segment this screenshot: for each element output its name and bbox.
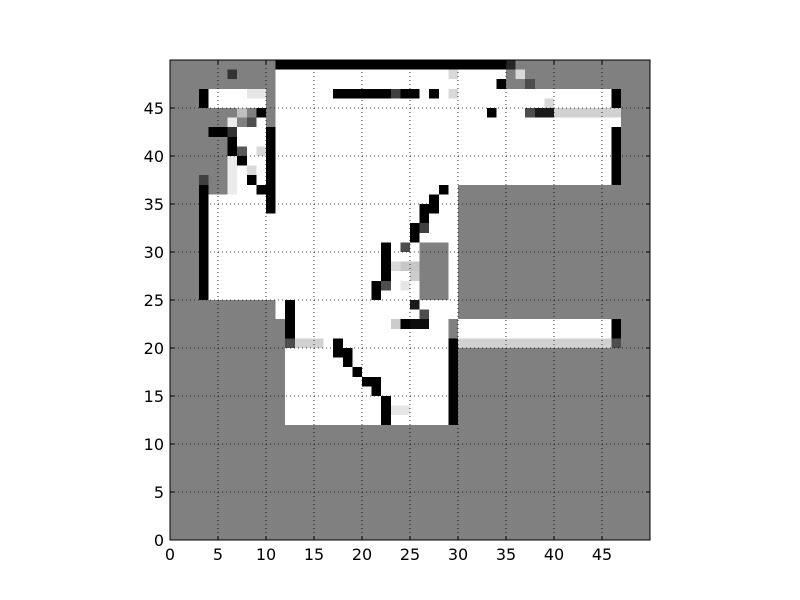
y-tick-label: 0 bbox=[154, 531, 164, 550]
heatmap-cell bbox=[227, 127, 238, 137]
heatmap-cell bbox=[429, 88, 439, 99]
heatmap-cell bbox=[198, 175, 209, 185]
heatmap-cell bbox=[342, 348, 353, 368]
x-tick-label: 35 bbox=[496, 545, 516, 564]
heatmap-cell bbox=[419, 309, 430, 320]
heatmap-cell bbox=[419, 223, 430, 233]
x-tick-label: 30 bbox=[448, 545, 468, 564]
heatmap-cell bbox=[381, 280, 391, 291]
x-tick-label: 5 bbox=[213, 545, 223, 564]
y-tick-label: 35 bbox=[144, 195, 164, 214]
y-tick-label: 15 bbox=[144, 387, 164, 406]
heatmap-cell bbox=[419, 242, 449, 300]
heatmap-cell bbox=[419, 204, 430, 224]
y-tick-label: 25 bbox=[144, 291, 164, 310]
heatmap-cell bbox=[534, 108, 554, 118]
heatmap-cell bbox=[266, 127, 276, 195]
heatmap-cell bbox=[333, 88, 391, 99]
heatmap-cell bbox=[448, 88, 458, 99]
heatmap-cell bbox=[410, 319, 430, 329]
heatmap-cell bbox=[410, 223, 420, 243]
heatmap-cell bbox=[410, 271, 420, 281]
y-tick-label: 40 bbox=[144, 147, 164, 166]
heatmap-cell bbox=[275, 300, 449, 320]
heatmap-cell bbox=[400, 319, 410, 329]
axis-ticks bbox=[169, 60, 650, 541]
heatmap-cell bbox=[208, 60, 276, 89]
heatmap-cell bbox=[458, 338, 612, 348]
y-tick-label: 20 bbox=[144, 339, 164, 358]
x-tick-label: 25 bbox=[400, 545, 420, 564]
heatmap-cell bbox=[246, 88, 266, 99]
x-tick-label: 45 bbox=[592, 545, 612, 564]
heatmap-cell bbox=[448, 338, 458, 425]
heatmap-cell bbox=[285, 338, 295, 348]
heatmap-cell bbox=[237, 146, 247, 156]
heatmap-cell bbox=[525, 108, 535, 118]
heatmap-cell bbox=[237, 156, 247, 166]
x-axis-tick-labels: 0 5 10 15 20 25 30 35 40 45 bbox=[165, 545, 612, 564]
heatmap-cell bbox=[198, 184, 209, 300]
heatmap-cell bbox=[410, 300, 420, 310]
heatmap-cell bbox=[227, 69, 238, 80]
heatmap-cell bbox=[448, 69, 458, 80]
heatmap-cell bbox=[246, 175, 257, 185]
y-tick-label: 30 bbox=[144, 243, 164, 262]
heatmap-cell bbox=[506, 60, 516, 70]
heatmap-cell bbox=[246, 117, 257, 128]
heatmap-cell bbox=[256, 146, 266, 156]
heatmap-cell bbox=[227, 136, 238, 156]
heatmap-cell bbox=[400, 280, 410, 291]
heatmap-cell bbox=[256, 108, 266, 118]
y-tick-label: 5 bbox=[154, 483, 164, 502]
x-tick-label: 20 bbox=[352, 545, 372, 564]
heatmap-cell bbox=[400, 88, 420, 99]
heatmap-cell bbox=[294, 338, 324, 348]
y-tick-label: 45 bbox=[144, 99, 164, 118]
y-axis-tick-labels: 0 5 10 15 20 25 30 35 40 45 bbox=[144, 99, 164, 550]
heatmap-cell bbox=[448, 194, 458, 320]
heatmap-cell bbox=[496, 79, 506, 89]
heatmap-cell bbox=[525, 79, 535, 89]
heatmap-cell bbox=[611, 319, 622, 339]
heatmap-cell bbox=[237, 108, 247, 118]
heatmap-cell bbox=[352, 367, 362, 377]
heatmap-cell bbox=[611, 127, 622, 185]
heatmap-cell bbox=[208, 194, 449, 300]
heatmap-cell bbox=[208, 175, 218, 185]
heatmap-cell bbox=[246, 165, 257, 176]
heatmap-cell bbox=[371, 280, 382, 300]
heatmap-cell bbox=[486, 108, 497, 118]
heatmap-cell bbox=[390, 405, 410, 416]
heatmap-cell bbox=[400, 261, 420, 272]
heatmap-cell bbox=[611, 88, 622, 108]
heatmap-cell bbox=[438, 184, 449, 195]
heatmap-cell bbox=[362, 376, 382, 387]
heatmap-cell bbox=[381, 396, 391, 425]
heatmap-cell bbox=[544, 98, 554, 108]
x-tick-label: 15 bbox=[304, 545, 324, 564]
x-tick-label: 0 bbox=[165, 545, 175, 564]
heatmap-cell bbox=[611, 338, 622, 348]
heatmap-cell bbox=[400, 242, 410, 252]
heatmap-cell bbox=[534, 108, 622, 118]
grid-lines bbox=[170, 60, 650, 540]
heatmap-cell bbox=[371, 386, 382, 396]
x-tick-label: 10 bbox=[256, 545, 276, 564]
heatmap-cell bbox=[198, 88, 209, 108]
heatmap-cell bbox=[285, 300, 295, 339]
heatmap-cell bbox=[246, 108, 257, 118]
heatmap-cell bbox=[621, 60, 650, 348]
heatmap-cell bbox=[275, 60, 506, 70]
heatmap-cell bbox=[256, 184, 266, 195]
heatmap-cell bbox=[390, 261, 401, 272]
y-tick-label: 10 bbox=[144, 435, 164, 454]
heatmap-cell bbox=[381, 242, 391, 281]
x-tick-label: 40 bbox=[544, 545, 564, 564]
heatmap-cell bbox=[390, 319, 401, 329]
heatmap-cell bbox=[390, 88, 401, 99]
heatmap-cell bbox=[515, 69, 526, 80]
